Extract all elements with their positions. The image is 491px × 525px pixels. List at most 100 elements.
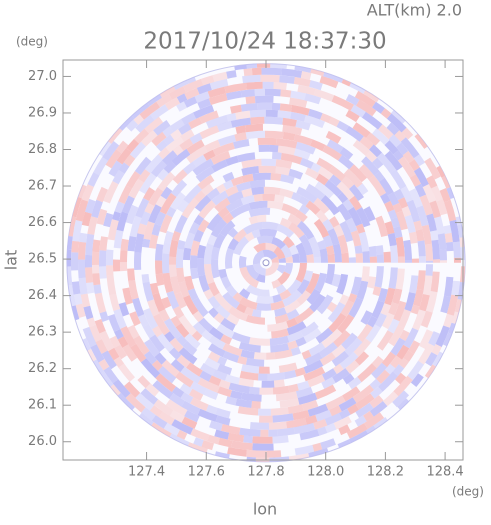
radar-echo <box>169 265 177 277</box>
radar-echo <box>260 75 279 82</box>
radar-echo <box>262 381 275 388</box>
radar-echo <box>252 436 272 444</box>
radar-echo <box>113 260 120 272</box>
radar-echo <box>79 233 87 243</box>
radar-echo <box>67 250 72 267</box>
radar-echo <box>94 284 102 294</box>
radar-echo <box>257 236 274 244</box>
radar-echo <box>244 68 253 76</box>
y-tick-label: 26.4 <box>28 288 57 303</box>
radar-echo <box>433 259 440 262</box>
radar-echo <box>251 401 260 409</box>
radar-echo <box>258 166 276 173</box>
radar-echo <box>258 409 271 416</box>
radar-echo <box>426 264 434 276</box>
radar-echo <box>243 435 253 443</box>
radar-echo <box>314 257 321 263</box>
y-tick-label: 26.5 <box>28 252 57 267</box>
radar-echo <box>259 289 270 297</box>
radar-echo <box>355 245 363 254</box>
radar-echo <box>257 64 270 68</box>
radar-echo <box>120 250 128 262</box>
radar-echo <box>251 187 264 195</box>
radar-echo <box>412 259 419 263</box>
radar-echo <box>306 254 314 263</box>
radar-echo <box>269 145 278 153</box>
radar-echo <box>252 68 262 75</box>
radar-echo <box>246 96 256 104</box>
radar-echo <box>259 367 270 374</box>
radar-echo <box>272 103 281 111</box>
radar-echo <box>99 250 106 266</box>
x-tick-label: 128.2 <box>367 465 404 480</box>
radar-echo <box>271 173 282 181</box>
radar-echo <box>99 266 107 279</box>
radar-echo <box>85 267 93 283</box>
radar-echo <box>253 173 272 181</box>
radar-echo <box>280 89 291 97</box>
x-tick-label: 127.8 <box>247 465 284 480</box>
x-tick-label: 127.4 <box>128 465 165 480</box>
radar-echo <box>106 265 114 276</box>
radar-echo <box>328 254 336 263</box>
y-tick-label: 26.2 <box>28 361 57 376</box>
x-axis-label: lon <box>253 500 277 519</box>
radar-echo <box>134 253 141 271</box>
radar-echo <box>260 430 268 437</box>
radar-echo <box>258 374 268 381</box>
radar-echo <box>142 239 150 248</box>
radar-echo <box>162 253 170 273</box>
y-tick-label: 26.7 <box>28 179 57 194</box>
radar-echo <box>446 242 454 251</box>
radar-echo <box>265 131 284 139</box>
radar-echo <box>265 89 281 97</box>
radar-echo <box>197 258 205 276</box>
radar-echo <box>264 117 283 125</box>
y-tick-label: 26.3 <box>28 325 57 340</box>
radar-echo <box>430 230 438 240</box>
radar-echo <box>266 352 275 359</box>
y-unit: (deg) <box>16 35 48 49</box>
radar-echo <box>273 82 287 90</box>
radar-echo <box>258 138 277 145</box>
radar-echo <box>78 260 86 279</box>
radar-echo <box>120 262 127 271</box>
altitude-label: ALT(km) 2.0 <box>367 1 462 20</box>
radar-echo <box>183 248 191 261</box>
x-tick-label: 128.4 <box>426 465 463 480</box>
radar-echo <box>250 117 264 125</box>
radar-echo <box>249 387 260 395</box>
radar-echo <box>425 244 433 261</box>
radar-echo <box>254 352 266 360</box>
radar-echo <box>253 194 262 202</box>
radar-echo <box>176 249 184 268</box>
radar-echo <box>92 252 99 265</box>
radar-echo <box>259 388 273 395</box>
radar-echo <box>267 450 282 458</box>
radar-echo <box>376 245 384 255</box>
x-unit: (deg) <box>452 485 484 499</box>
radar-center <box>263 260 269 266</box>
radar-echo <box>266 110 278 118</box>
radar-echo <box>78 242 86 260</box>
radar-echo <box>405 261 412 263</box>
radar-echo <box>390 245 398 263</box>
radar-echo <box>92 240 100 253</box>
radar-echo <box>256 296 274 304</box>
y-tick-label: 26.9 <box>28 105 57 120</box>
radar-echo <box>259 416 273 423</box>
radar-echo <box>246 82 263 90</box>
radar-echo <box>71 241 79 253</box>
radar-echo <box>190 255 197 268</box>
radar-echo <box>256 303 271 311</box>
radar-echo <box>259 145 270 152</box>
radar-echo <box>252 443 273 450</box>
radar-echo <box>246 450 267 458</box>
radar-echo <box>262 194 275 202</box>
y-tick-label: 26.6 <box>28 215 57 230</box>
radar-echo <box>255 96 274 103</box>
y-tick-label: 27.0 <box>28 69 57 84</box>
radar-echo <box>261 68 281 76</box>
radar-echo <box>127 268 135 281</box>
radar-echo <box>155 260 163 274</box>
